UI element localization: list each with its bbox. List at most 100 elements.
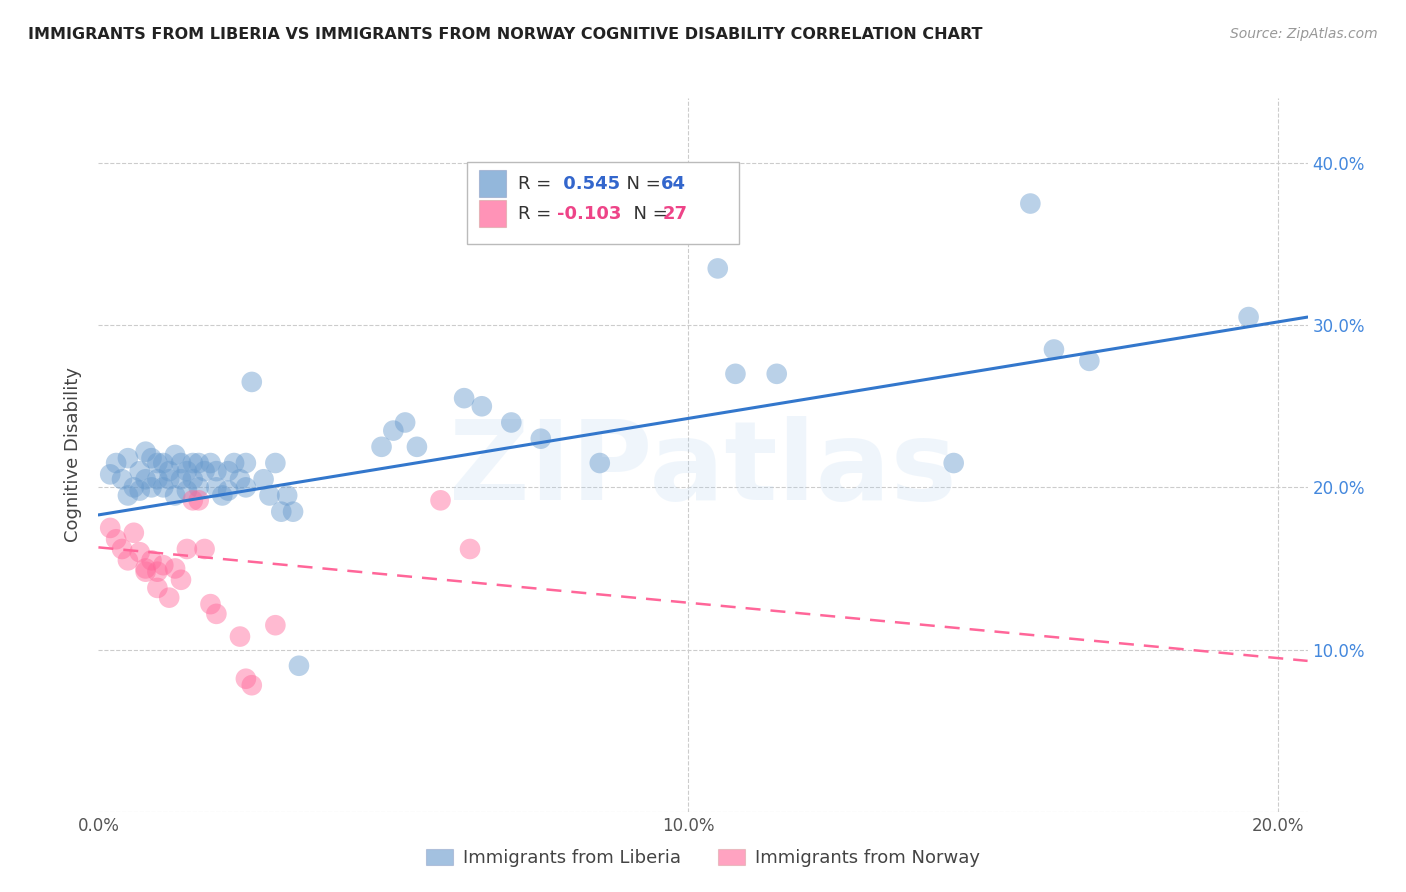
Point bbox=[117, 553, 139, 567]
Point bbox=[942, 456, 965, 470]
Point bbox=[165, 561, 187, 575]
Point bbox=[165, 488, 187, 502]
Point bbox=[200, 456, 222, 470]
Point bbox=[181, 493, 204, 508]
Text: N =: N = bbox=[621, 205, 673, 223]
Point bbox=[141, 480, 163, 494]
Text: Source: ZipAtlas.com: Source: ZipAtlas.com bbox=[1230, 27, 1378, 41]
Point bbox=[128, 545, 150, 559]
Point bbox=[765, 367, 787, 381]
Text: N =: N = bbox=[614, 175, 666, 193]
Point bbox=[135, 561, 157, 575]
Text: -0.103: -0.103 bbox=[557, 205, 621, 223]
Point bbox=[264, 618, 287, 632]
Point bbox=[105, 456, 128, 470]
FancyBboxPatch shape bbox=[479, 200, 506, 227]
Point bbox=[187, 493, 209, 508]
Point bbox=[170, 573, 193, 587]
Point bbox=[194, 464, 217, 478]
Point bbox=[157, 591, 180, 605]
Point bbox=[1237, 310, 1260, 324]
Point bbox=[1019, 196, 1042, 211]
Point bbox=[176, 464, 198, 478]
Point bbox=[501, 416, 523, 430]
Point bbox=[382, 424, 405, 438]
Point bbox=[135, 444, 157, 458]
Point bbox=[229, 630, 252, 644]
Point bbox=[152, 558, 174, 573]
Text: 27: 27 bbox=[664, 205, 688, 223]
Point bbox=[194, 541, 217, 556]
Point bbox=[128, 483, 150, 498]
Point bbox=[270, 505, 292, 519]
Text: R =: R = bbox=[517, 175, 557, 193]
Point bbox=[264, 456, 287, 470]
Point bbox=[135, 472, 157, 486]
Text: IMMIGRANTS FROM LIBERIA VS IMMIGRANTS FROM NORWAY COGNITIVE DISABILITY CORRELATI: IMMIGRANTS FROM LIBERIA VS IMMIGRANTS FR… bbox=[28, 27, 983, 42]
Text: ZIPatlas: ZIPatlas bbox=[449, 416, 957, 523]
Text: 64: 64 bbox=[661, 175, 686, 193]
Point bbox=[281, 505, 304, 519]
Text: 0.545: 0.545 bbox=[557, 175, 620, 193]
Y-axis label: Cognitive Disability: Cognitive Disability bbox=[65, 368, 83, 542]
Point bbox=[252, 472, 274, 486]
Point bbox=[453, 391, 475, 405]
Point bbox=[122, 480, 145, 494]
Point bbox=[429, 493, 451, 508]
Point bbox=[146, 456, 169, 470]
Point bbox=[157, 464, 180, 478]
Point bbox=[471, 399, 494, 413]
Point bbox=[170, 472, 193, 486]
Point bbox=[117, 488, 139, 502]
Point bbox=[235, 672, 257, 686]
Point bbox=[111, 541, 134, 556]
Point bbox=[240, 678, 263, 692]
Point bbox=[152, 456, 174, 470]
Point bbox=[235, 456, 257, 470]
Point bbox=[229, 472, 252, 486]
Point bbox=[589, 456, 612, 470]
Point bbox=[141, 553, 163, 567]
Point bbox=[187, 456, 209, 470]
Point bbox=[235, 480, 257, 494]
Point bbox=[128, 464, 150, 478]
Point bbox=[706, 261, 728, 276]
Point bbox=[98, 467, 121, 482]
Point bbox=[205, 464, 228, 478]
Point bbox=[165, 448, 187, 462]
Point bbox=[458, 541, 481, 556]
Point bbox=[406, 440, 429, 454]
Point bbox=[98, 521, 121, 535]
Point bbox=[146, 581, 169, 595]
FancyBboxPatch shape bbox=[479, 170, 506, 197]
Point bbox=[530, 432, 553, 446]
Point bbox=[176, 541, 198, 556]
Point bbox=[205, 607, 228, 621]
Point bbox=[222, 456, 245, 470]
Point bbox=[288, 658, 311, 673]
Point bbox=[152, 480, 174, 494]
Point bbox=[135, 565, 157, 579]
Point bbox=[122, 525, 145, 540]
Point bbox=[111, 472, 134, 486]
Point bbox=[200, 597, 222, 611]
Point bbox=[724, 367, 747, 381]
Point bbox=[370, 440, 392, 454]
Point bbox=[394, 416, 416, 430]
Text: R =: R = bbox=[517, 205, 557, 223]
Point bbox=[205, 480, 228, 494]
FancyBboxPatch shape bbox=[467, 162, 740, 244]
Point bbox=[181, 456, 204, 470]
Point bbox=[157, 472, 180, 486]
Point bbox=[146, 472, 169, 486]
Point bbox=[276, 488, 298, 502]
Point bbox=[105, 533, 128, 547]
Point bbox=[211, 488, 233, 502]
Point bbox=[146, 565, 169, 579]
Point bbox=[176, 483, 198, 498]
Point bbox=[1078, 354, 1101, 368]
Point bbox=[240, 375, 263, 389]
Point bbox=[217, 464, 239, 478]
Point bbox=[187, 480, 209, 494]
Point bbox=[259, 488, 281, 502]
